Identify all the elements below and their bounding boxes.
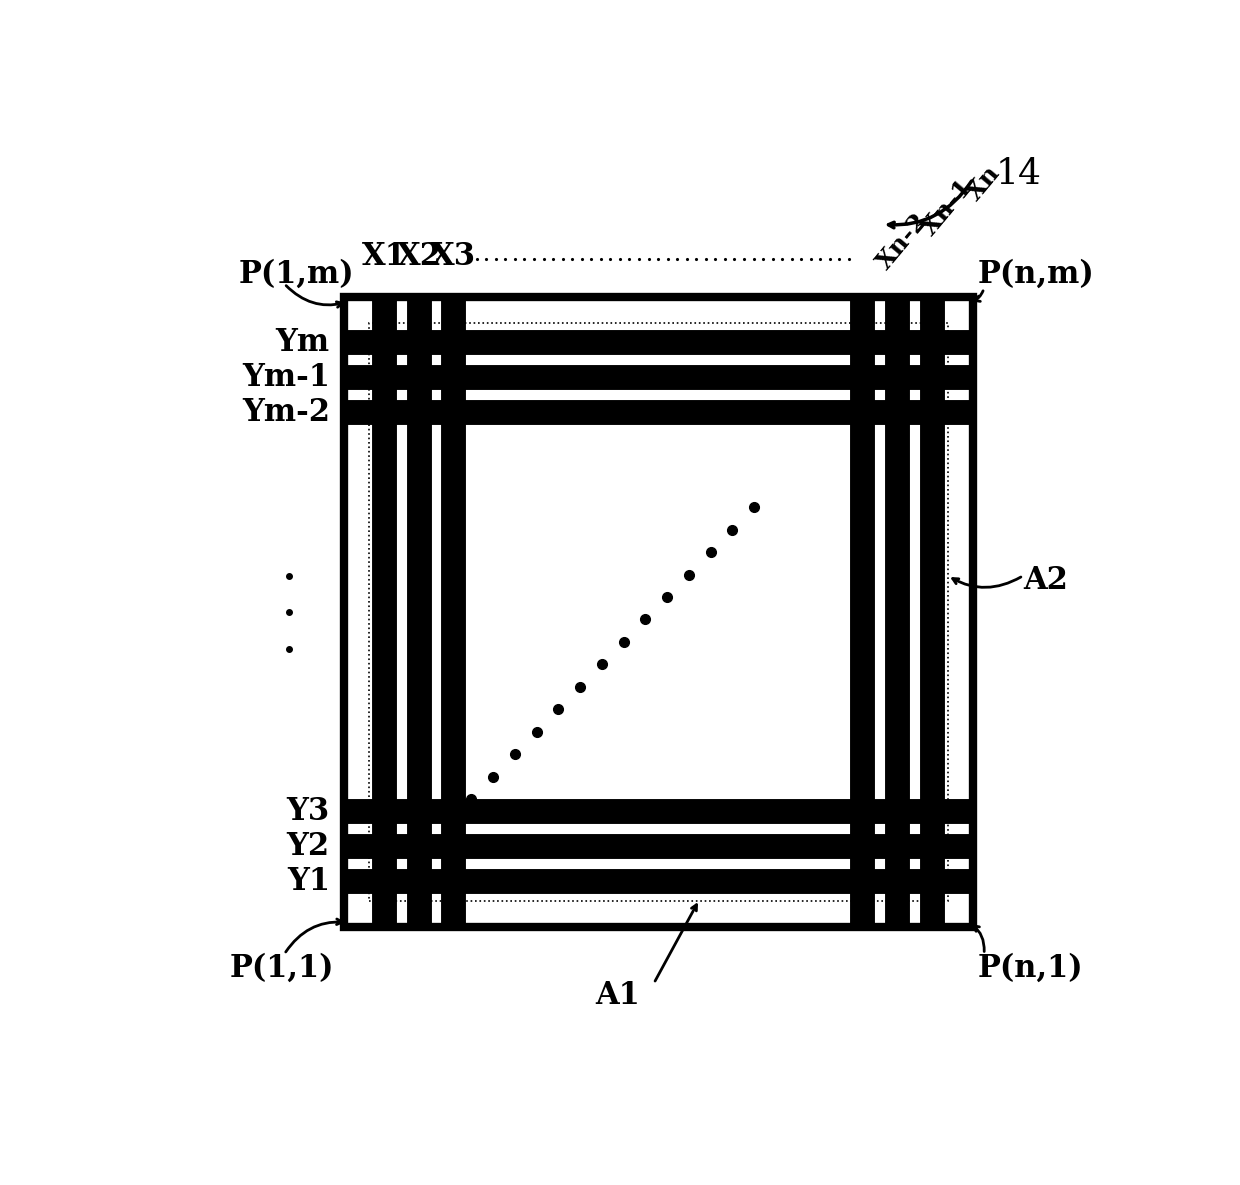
Text: A1: A1	[595, 980, 640, 1011]
Text: X3: X3	[432, 241, 476, 271]
Text: Xn-2: Xn-2	[872, 209, 932, 275]
Text: Xn: Xn	[962, 161, 1004, 205]
Text: 14: 14	[996, 158, 1042, 191]
Text: Ym: Ym	[275, 327, 330, 358]
Text: A2: A2	[1023, 565, 1068, 596]
Text: P(n,m): P(n,m)	[977, 260, 1095, 290]
Bar	[343, 297, 973, 927]
Text: Xn-1: Xn-1	[916, 174, 977, 239]
Text: P(n,1): P(n,1)	[977, 953, 1084, 984]
Bar	[370, 322, 947, 902]
Text: Ym-1: Ym-1	[242, 363, 330, 393]
Text: X2: X2	[397, 241, 441, 271]
Text: Y3: Y3	[286, 796, 330, 827]
Text: P(1,m): P(1,m)	[238, 260, 355, 290]
Text: P(1,1): P(1,1)	[229, 953, 334, 984]
Text: Y1: Y1	[286, 866, 330, 897]
Text: Ym-2: Ym-2	[242, 397, 330, 428]
Text: Y2: Y2	[286, 831, 330, 863]
Text: X1: X1	[362, 241, 407, 271]
